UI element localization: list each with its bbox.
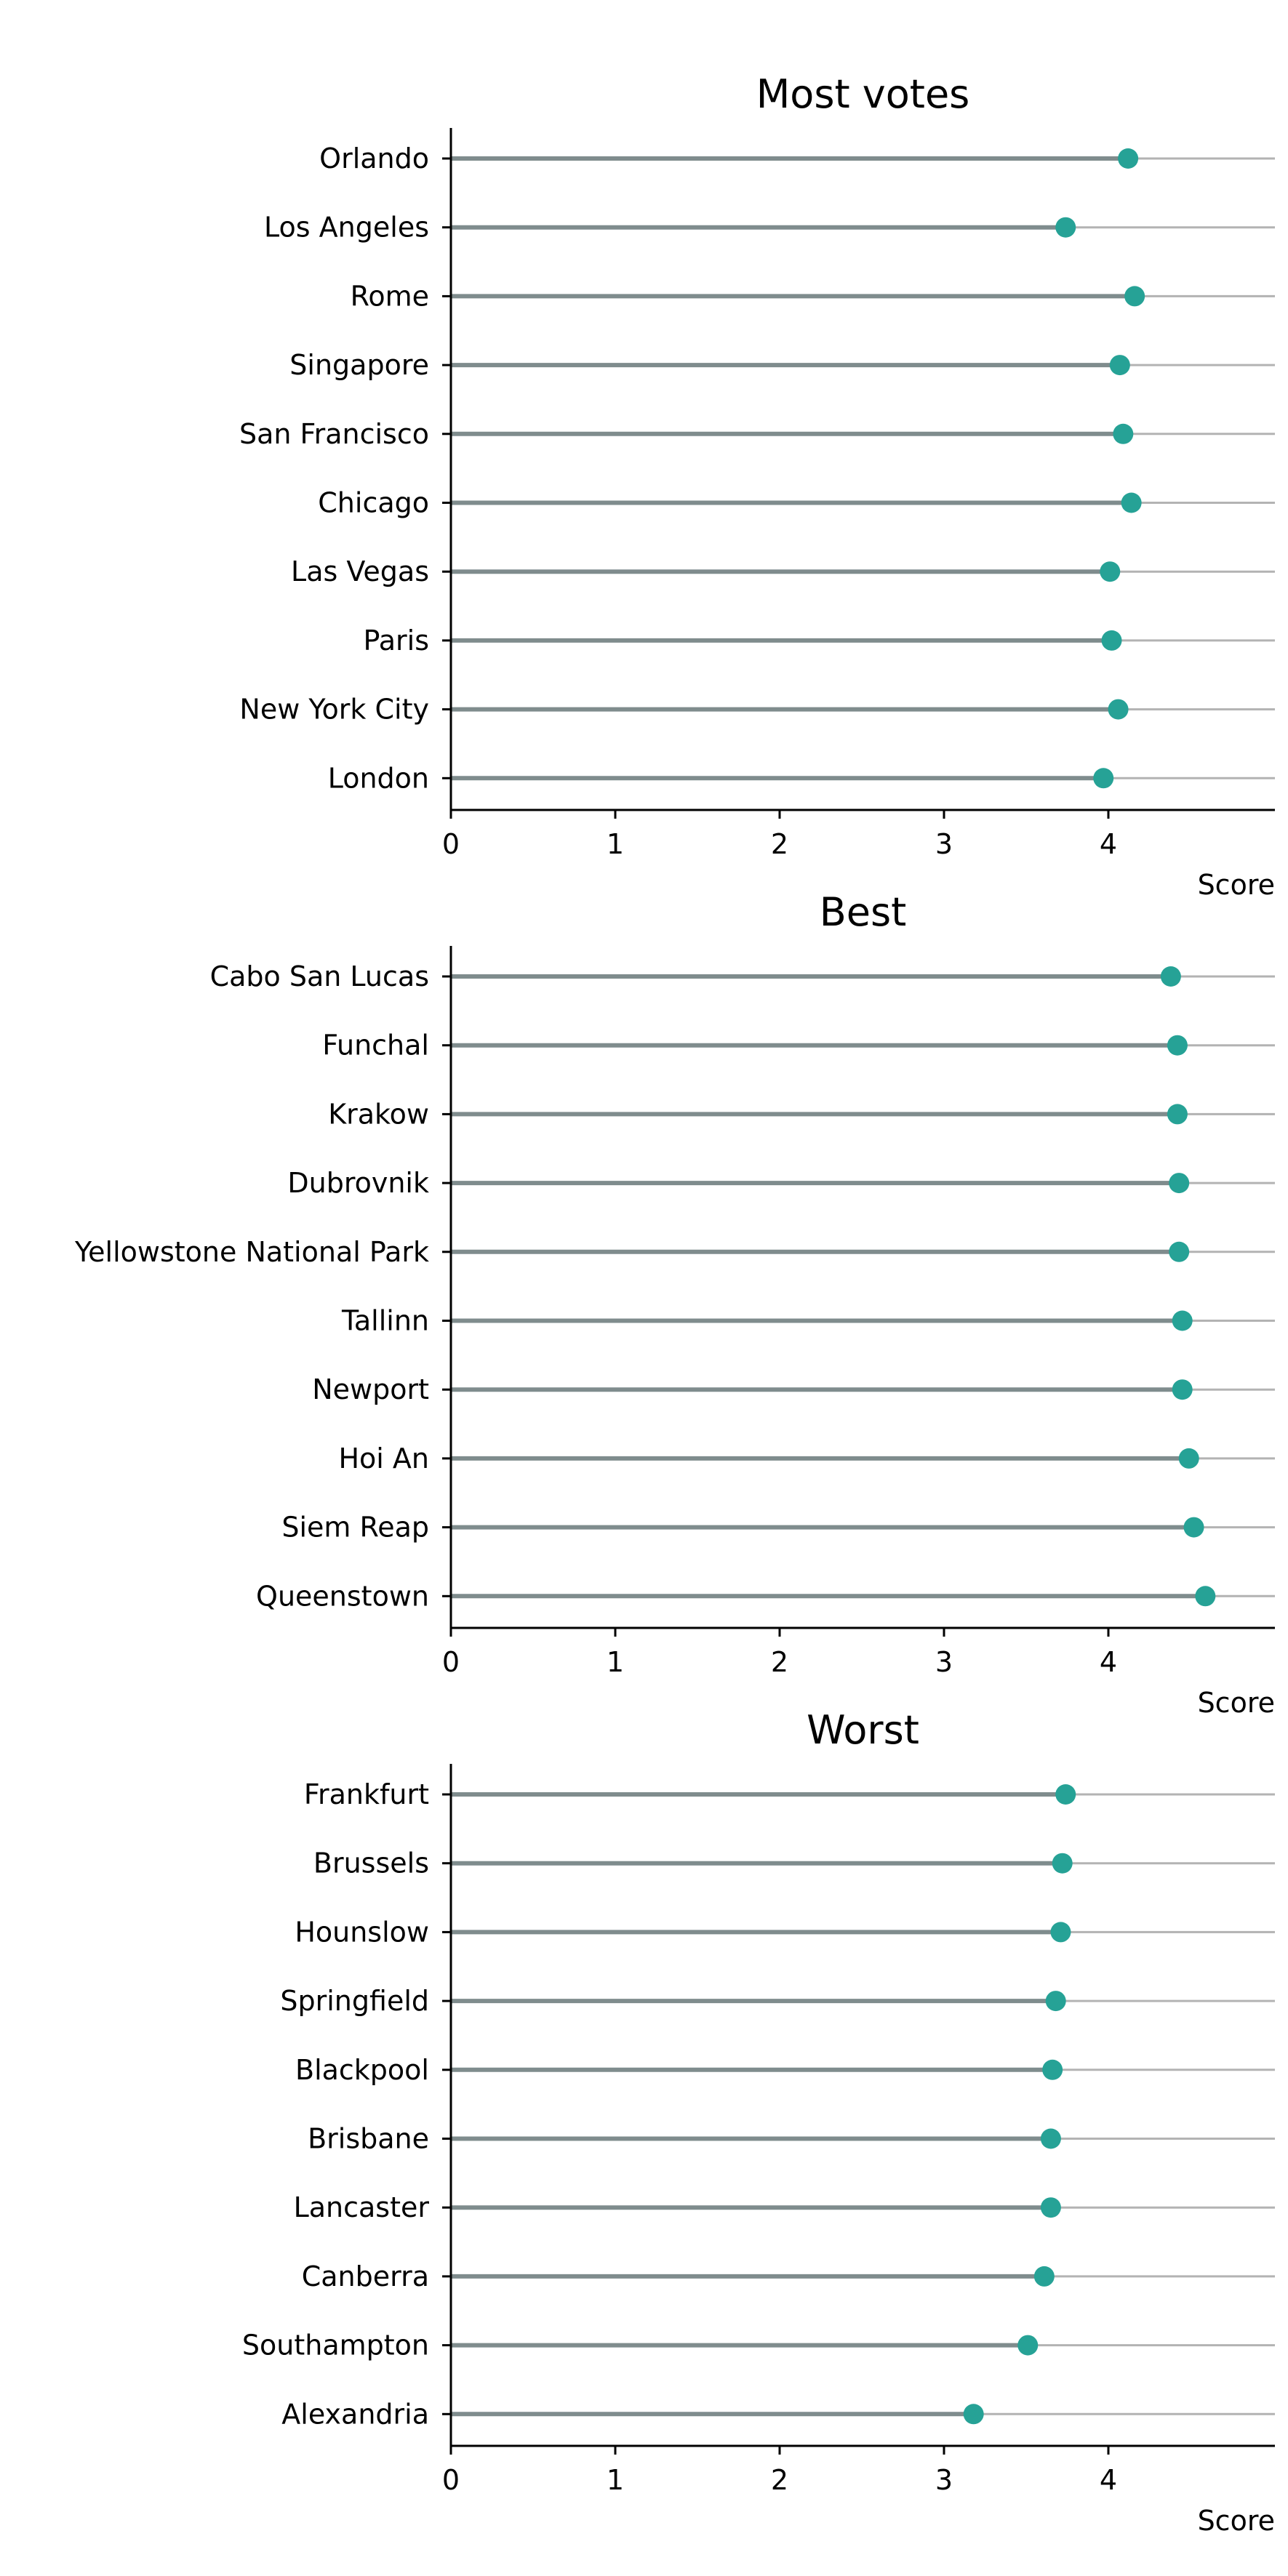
lollipop-dot (1108, 699, 1129, 720)
category-label: Cabo San Lucas (210, 960, 429, 992)
category-label: Lancaster (294, 2191, 430, 2223)
category-label: Los Angeles (264, 212, 429, 244)
chart-panel-3: Frankfurt Brussels Hounslow Springfield Blac… (242, 1707, 1275, 2537)
category-label: Krakow (328, 1098, 429, 1130)
lollipop-dot (1101, 630, 1122, 651)
category-label: Blackpool (295, 2054, 429, 2086)
category-label: Yellowstone National Park (74, 1236, 429, 1268)
lollipop-dot (1121, 492, 1142, 513)
lollipop-dot (1169, 1173, 1190, 1194)
lollipop-dot (1093, 768, 1114, 789)
lollipop-dot (1109, 355, 1130, 376)
category-label: Canberra (302, 2260, 429, 2292)
lollipop-dot (1172, 1379, 1193, 1400)
category-label: Brussels (313, 1847, 429, 1879)
category-label: Las Vegas (291, 555, 429, 587)
category-label: San Francisco (239, 418, 429, 450)
lollipop-dot (1045, 1991, 1066, 2012)
x-tick-label: 4 (1100, 1646, 1117, 1678)
category-label: London (328, 762, 429, 794)
lollipop-dot (1183, 1517, 1204, 1538)
x-tick-label: 0 (442, 828, 460, 860)
chart-title: Worst (807, 1707, 919, 1753)
category-label: Springfield (280, 1985, 429, 2017)
lollipop-dot (1052, 1853, 1073, 1874)
lollipop-dot (1033, 2266, 1055, 2287)
lollipop-dot (1160, 966, 1181, 987)
lollipop-dot (1055, 217, 1076, 238)
x-tick-label: 0 (442, 2464, 460, 2496)
category-label: Paris (364, 625, 429, 657)
x-axis-label: Score (1198, 2505, 1275, 2537)
lollipop-dot (1195, 1586, 1216, 1607)
x-tick-label: 4 (1100, 2464, 1117, 2496)
x-tick-label: 2 (771, 1646, 788, 1678)
chart-title: Most votes (756, 71, 970, 117)
lollipop-dot (1017, 2335, 1039, 2356)
lollipop-dot (1100, 561, 1121, 582)
category-label: Newport (312, 1373, 429, 1405)
lollipop-dot (1118, 148, 1139, 169)
chart-title: Best (820, 889, 907, 935)
category-label: Frankfurt (304, 1778, 429, 1810)
x-tick-label: 3 (935, 1646, 953, 1678)
x-axis-label: Score (1198, 1687, 1275, 1719)
lollipop-dot (1178, 1448, 1199, 1469)
category-label: Orlando (319, 143, 429, 174)
lollipop-dot (1113, 423, 1134, 444)
x-tick-label: 0 (442, 1646, 460, 1678)
x-tick-label: 4 (1100, 828, 1117, 860)
category-label: Siem Reap (281, 1512, 429, 1544)
x-tick-label: 3 (935, 828, 953, 860)
category-label: Chicago (318, 487, 429, 519)
category-label: New York City (239, 694, 429, 726)
lollipop-dot (1167, 1035, 1188, 1056)
lollipop-dot (1124, 286, 1145, 307)
category-label: Singapore (289, 349, 429, 381)
category-label: Rome (351, 280, 429, 312)
chart-panel-1: Orlando Los Angeles Rome Singapore San Franc… (239, 71, 1275, 901)
category-label: Southampton (242, 2330, 429, 2362)
x-tick-label: 2 (771, 2464, 788, 2496)
category-label: Queenstown (256, 1580, 429, 1612)
lollipop-dot (1172, 1310, 1193, 1331)
category-label: Hounslow (295, 1916, 429, 1948)
x-tick-label: 1 (607, 1646, 624, 1678)
category-label: Funchal (322, 1030, 429, 1062)
x-axis-label: Score (1198, 869, 1275, 901)
lollipop-dot (1055, 1784, 1076, 1805)
x-tick-label: 2 (771, 828, 788, 860)
lollipop-dot (1042, 2059, 1063, 2080)
x-tick-label: 1 (607, 2464, 624, 2496)
category-label: Dubrovnik (287, 1167, 429, 1199)
lollipop-dot (1040, 2128, 1061, 2149)
category-label: Tallinn (341, 1305, 429, 1337)
category-label: Hoi An (338, 1443, 429, 1474)
lollipop-dot (1169, 1241, 1190, 1262)
x-tick-label: 1 (607, 828, 624, 860)
lollipop-dot (1050, 1922, 1071, 1943)
category-label: Brisbane (308, 2123, 429, 2155)
lollipop-dot (963, 2404, 984, 2425)
lollipop-dot (1167, 1104, 1188, 1125)
chart-panel-2: Cabo San Lucas Funchal Krakow Dubrovnik Yell… (74, 889, 1275, 1719)
category-label: Alexandria (281, 2398, 429, 2430)
lollipop-dot (1040, 2197, 1061, 2218)
x-tick-label: 3 (935, 2464, 953, 2496)
